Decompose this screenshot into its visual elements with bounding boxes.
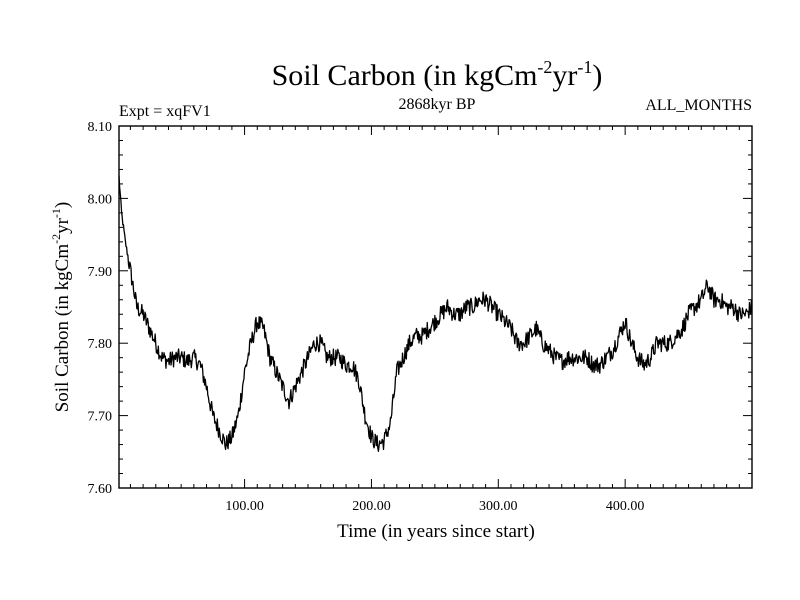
series-line-soil-carbon [118, 175, 753, 452]
y-tick-labels: 7.60 7.70 7.80 7.90 8.00 8.10 [88, 120, 113, 497]
x-tick-label: 300.00 [479, 499, 518, 514]
y-tick-label: 7.70 [88, 410, 113, 425]
y-tick-label: 8.10 [88, 120, 113, 135]
chart-title: Soil Carbon (in kgCm-2yr-1) [272, 57, 603, 92]
y-axis-label: Soil Carbon (in kgCm-2yr-1) [49, 202, 73, 413]
x-tick-label: 100.00 [225, 499, 264, 514]
y-tick-label: 7.90 [88, 265, 113, 280]
x-tick-label: 200.00 [352, 499, 391, 514]
plot-frame [118, 125, 753, 489]
x-tick-labels: 100.00 200.00 300.00 400.00 [225, 499, 644, 514]
x-axis-label: Time (in years since start) [337, 521, 535, 542]
y-tick-label: 7.60 [88, 482, 113, 497]
subtitle-months: ALL_MONTHS [645, 97, 752, 114]
y-tick-label: 8.00 [88, 192, 113, 207]
x-tick-label: 400.00 [606, 499, 645, 514]
subtitle-experiment: Expt = xqFV1 [119, 103, 211, 120]
subtitle-period: 2868kyr BP [399, 96, 476, 113]
y-tick-label: 7.80 [88, 337, 113, 352]
